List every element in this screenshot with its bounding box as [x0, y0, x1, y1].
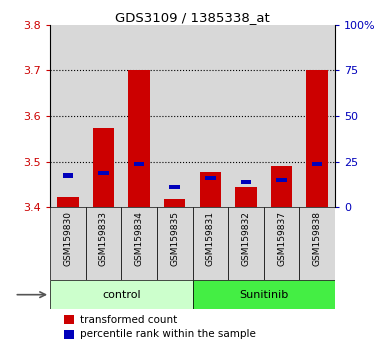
Bar: [93, 129, 114, 207]
Text: transformed count: transformed count: [80, 315, 177, 325]
Bar: [228, 207, 264, 280]
Text: GSM159834: GSM159834: [135, 211, 144, 266]
Bar: [121, 207, 157, 280]
Text: GSM159835: GSM159835: [170, 211, 179, 266]
Bar: [192, 25, 228, 207]
Bar: [85, 207, 121, 280]
Text: GSM159838: GSM159838: [313, 211, 321, 266]
Bar: [157, 207, 192, 280]
Bar: [157, 25, 192, 207]
Bar: [134, 162, 144, 166]
Bar: [312, 162, 323, 166]
Bar: [300, 25, 335, 207]
Bar: [121, 25, 157, 207]
Text: GSM159833: GSM159833: [99, 211, 108, 266]
Bar: [264, 25, 300, 207]
Bar: [50, 207, 85, 280]
Text: percentile rank within the sample: percentile rank within the sample: [80, 330, 256, 339]
Bar: [192, 207, 228, 280]
Text: Sunitinib: Sunitinib: [239, 290, 288, 300]
Bar: [62, 173, 73, 177]
Title: GDS3109 / 1385338_at: GDS3109 / 1385338_at: [115, 11, 270, 24]
Bar: [228, 25, 264, 207]
Bar: [64, 330, 74, 339]
Bar: [128, 70, 150, 207]
Text: GSM159837: GSM159837: [277, 211, 286, 266]
Bar: [85, 25, 121, 207]
Bar: [271, 166, 292, 207]
Text: GSM159831: GSM159831: [206, 211, 215, 266]
Bar: [276, 178, 287, 182]
Bar: [98, 171, 109, 175]
Bar: [50, 25, 85, 207]
Bar: [205, 176, 216, 180]
Bar: [235, 187, 257, 207]
Bar: [300, 207, 335, 280]
Text: GSM159832: GSM159832: [241, 211, 250, 266]
Bar: [50, 280, 192, 309]
Bar: [164, 199, 186, 207]
Bar: [199, 172, 221, 207]
Text: GSM159830: GSM159830: [64, 211, 72, 266]
Bar: [192, 280, 335, 309]
Bar: [169, 185, 180, 189]
Bar: [64, 315, 74, 324]
Bar: [241, 180, 251, 184]
Bar: [306, 70, 328, 207]
Text: control: control: [102, 290, 141, 300]
Bar: [57, 198, 79, 207]
Bar: [264, 207, 300, 280]
